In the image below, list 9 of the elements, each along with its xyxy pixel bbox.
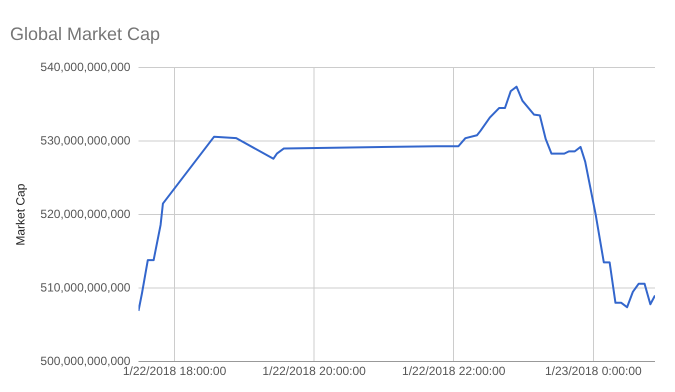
chart-title: Global Market Cap xyxy=(10,24,160,44)
y-tick-label: 510,000,000,000 xyxy=(40,280,131,294)
x-tick-label: 1/23/2018 0:00:00 xyxy=(544,364,642,378)
x-tick-label: 1/22/2018 20:00:00 xyxy=(262,364,366,378)
x-tick-label: 1/22/2018 22:00:00 xyxy=(402,364,506,378)
y-tick-label: 520,000,000,000 xyxy=(40,206,131,221)
y-axis-title: Market Cap xyxy=(14,183,28,246)
y-tick-label: 530,000,000,000 xyxy=(40,133,131,148)
y-tick-label: 540,000,000,000 xyxy=(40,60,131,74)
